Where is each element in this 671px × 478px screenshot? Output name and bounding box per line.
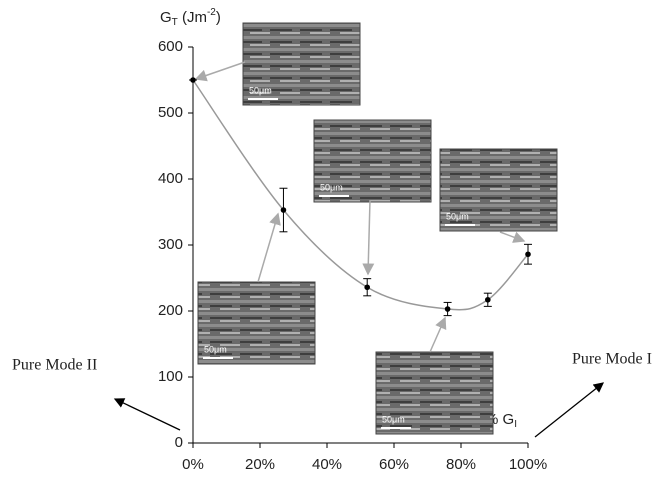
pointer-arrow	[194, 61, 246, 82]
point	[190, 77, 196, 83]
y-tick-label: 0	[175, 434, 183, 451]
y-label-close: )	[216, 9, 221, 26]
x-tick-label: 60%	[379, 456, 409, 473]
x-label-sub: I	[514, 419, 517, 430]
y-label-sup: -2	[207, 7, 216, 18]
sem-image	[375, 351, 494, 435]
y-tick-label: 300	[158, 236, 183, 253]
point	[364, 284, 371, 291]
y-tick-label: 100	[158, 368, 183, 385]
x-tick-label: 100%	[509, 456, 547, 473]
y-tick-label: 400	[158, 170, 183, 187]
x-tick-label: 40%	[312, 456, 342, 473]
x-tick-label: 80%	[446, 456, 476, 473]
y-label-unit: (Jm	[178, 9, 207, 26]
annotation: Pure Mode I	[572, 351, 652, 368]
y-label-main: G	[160, 9, 172, 26]
scale-label: 50μm	[320, 182, 343, 192]
y-axis-label: GT (Jm-2)	[160, 7, 221, 28]
y-tick-label: 500	[158, 104, 183, 121]
arrow	[113, 398, 181, 431]
scale-label: 50μm	[382, 414, 405, 424]
point	[280, 207, 287, 213]
y-label-sub: T	[172, 17, 178, 28]
pointer-arrow	[499, 231, 526, 243]
x-tick-label: 0%	[182, 456, 204, 473]
scale-label: 50μm	[204, 344, 227, 354]
sem-image	[242, 22, 361, 106]
sem-image	[439, 148, 558, 232]
sem-image	[197, 281, 316, 365]
arrow	[534, 382, 605, 438]
scale-label: 50μm	[446, 211, 469, 221]
annotation: Pure Mode II	[12, 357, 97, 374]
pointer-arrow	[362, 199, 375, 276]
point	[485, 296, 491, 303]
y-tick-label: 600	[158, 38, 183, 55]
pointer-arrow	[429, 316, 447, 353]
scale-label: 50μm	[249, 85, 272, 95]
sem-image	[313, 119, 432, 203]
point	[525, 251, 531, 258]
y-tick-label: 200	[158, 302, 183, 319]
pointer-arrow	[257, 212, 281, 283]
point	[444, 306, 451, 312]
x-tick-label: 20%	[245, 456, 275, 473]
